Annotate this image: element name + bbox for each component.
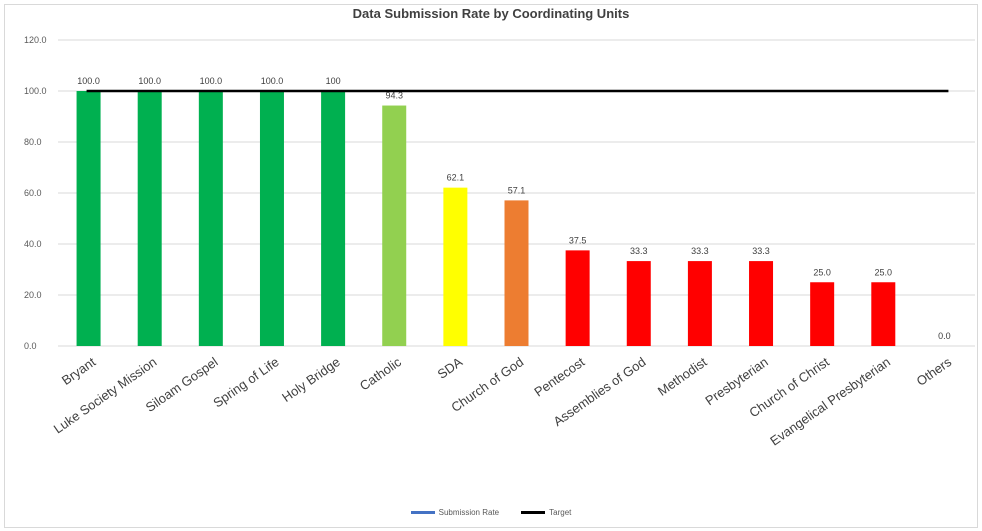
bar (259, 91, 284, 346)
y-tick-label: 40.0 (24, 239, 42, 249)
data-label: 33.3 (691, 246, 709, 256)
x-tick-label: Catholic (357, 354, 404, 394)
chart-title: Data Submission Rate by Coordinating Uni… (352, 6, 630, 21)
legend: Submission Rate Target (0, 508, 982, 517)
legend-swatch-target (521, 511, 546, 514)
bar (687, 261, 712, 346)
legend-item-submission-rate: Submission Rate (410, 508, 500, 517)
y-tick-label: 100.0 (24, 86, 47, 96)
bar (198, 91, 223, 346)
y-tick-label: 20.0 (24, 290, 42, 300)
bar (749, 261, 774, 346)
bar (137, 91, 162, 346)
x-tick-label: Luke Society Mission (51, 354, 160, 436)
data-label: 33.3 (752, 246, 770, 256)
data-label: 62.1 (447, 173, 465, 183)
data-label: 100.0 (200, 76, 223, 86)
x-tick-label: Others (914, 354, 955, 389)
data-label: 25.0 (875, 267, 893, 277)
data-label: 25.0 (813, 267, 831, 277)
data-label: 100.0 (77, 76, 100, 86)
legend-item-target: Target (521, 508, 571, 517)
data-label: 0.0 (938, 331, 951, 341)
data-label: 33.3 (630, 246, 648, 256)
data-label: 37.5 (569, 235, 587, 245)
x-tick-label: Bryant (59, 354, 99, 388)
data-label: 100.0 (261, 76, 284, 86)
data-label: 94.3 (385, 91, 403, 101)
bars (76, 91, 896, 346)
bar (382, 105, 407, 346)
y-axis: 0.0 20.0 40.0 60.0 80.0 100.0 120.0 (24, 35, 47, 351)
x-tick-label: Holy Bridge (279, 354, 343, 405)
bar (443, 187, 468, 346)
bar (810, 282, 835, 346)
x-tick-label: Methodist (655, 354, 710, 399)
legend-swatch-submission-rate (410, 511, 435, 514)
bar (565, 250, 590, 346)
y-tick-label: 80.0 (24, 137, 42, 147)
x-tick-label: Pentecost (531, 354, 587, 400)
y-tick-label: 120.0 (24, 35, 47, 45)
data-label: 100 (326, 76, 341, 86)
x-tick-label: SDA (435, 354, 466, 382)
data-label: 100.0 (138, 76, 161, 86)
data-labels: 100.0 100.0 100.0 100.0 100 94.3 62.1 57.1 37.5 3… (77, 76, 950, 341)
y-tick-label: 0.0 (24, 341, 37, 351)
bar (321, 91, 346, 346)
bar (871, 282, 896, 346)
x-tick-label: Evangelical Presbyterian (767, 354, 893, 448)
data-label: 57.1 (508, 185, 526, 195)
bar (76, 91, 101, 346)
bar (504, 200, 529, 346)
legend-label-target: Target (549, 508, 572, 517)
x-tick-label: Spring of Life (210, 354, 281, 410)
bar (626, 261, 651, 346)
y-tick-label: 60.0 (24, 188, 42, 198)
legend-label-submission-rate: Submission Rate (438, 508, 500, 517)
